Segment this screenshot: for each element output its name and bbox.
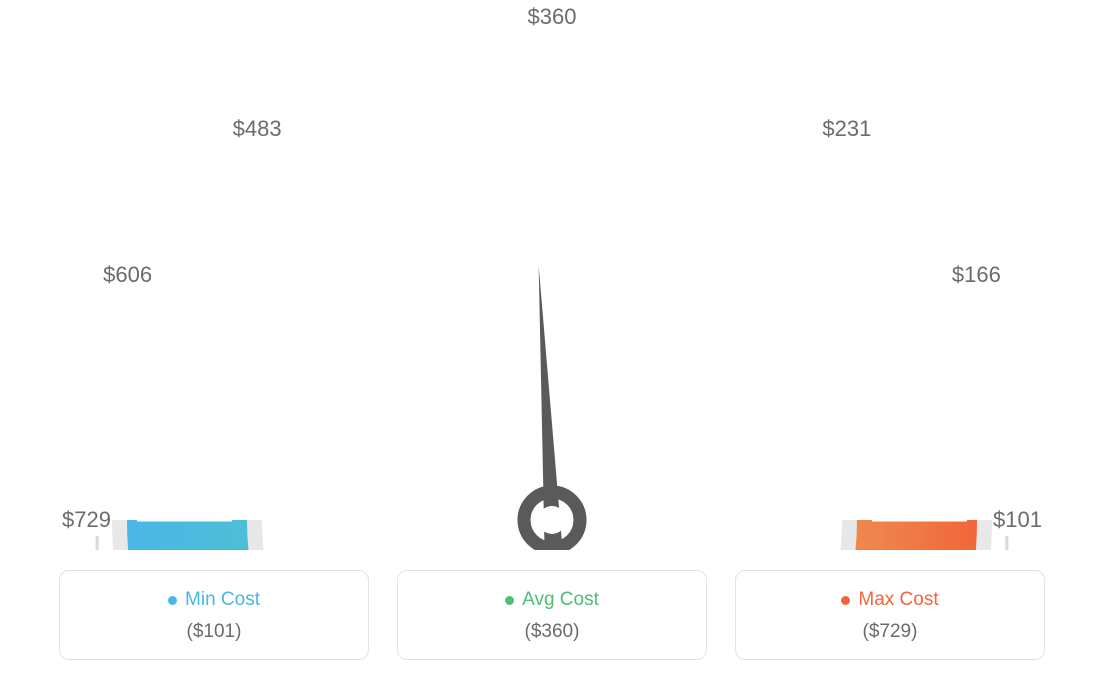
gauge-chart: $101 $166 $231 $360 $483 $606 $729	[0, 0, 1104, 550]
gauge-tick-label: $231	[822, 116, 871, 142]
gauge-tick-label: $360	[528, 4, 577, 30]
legend-value-min: ($101)	[60, 621, 368, 643]
legend-card-min: Min Cost ($101)	[59, 570, 369, 660]
legend-dot-min	[168, 596, 177, 605]
gauge-tick-label: $101	[993, 507, 1042, 533]
legend-dot-avg	[505, 596, 514, 605]
legend-label-min: Min Cost	[185, 589, 260, 611]
legend-card-avg: Avg Cost ($360)	[397, 570, 707, 660]
legend-label-max: Max Cost	[858, 589, 938, 611]
gauge-tick-label: $606	[103, 262, 152, 288]
legend-card-max: Max Cost ($729)	[735, 570, 1045, 660]
legend-value-avg: ($360)	[398, 621, 706, 643]
gauge-tick-label: $166	[952, 262, 1001, 288]
gauge-svg	[0, 0, 1104, 550]
legend-row: Min Cost ($101) Avg Cost ($360) Max Cost…	[0, 570, 1104, 660]
gauge-tick-label: $483	[233, 116, 282, 142]
legend-value-max: ($729)	[736, 621, 1044, 643]
legend-label-avg: Avg Cost	[522, 589, 599, 611]
legend-dot-max	[841, 596, 850, 605]
gauge-tick-label: $729	[62, 507, 111, 533]
